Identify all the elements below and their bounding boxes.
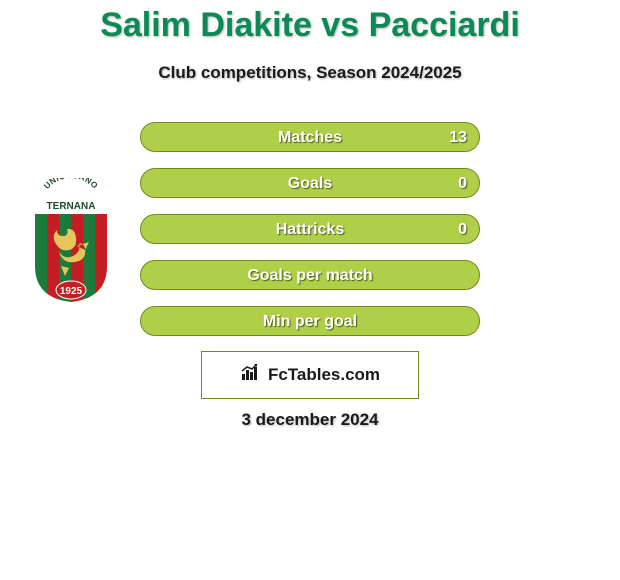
stat-label: Min per goal [141, 307, 479, 337]
attribution-text: FcTables.com [268, 365, 380, 385]
stat-label: Goals [141, 169, 479, 199]
page-title: Salim Diakite vs Pacciardi [0, 0, 620, 45]
player-placeholder-left [8, 124, 113, 152]
club-logo-svg: UNICUSANO TERNANA 1925 [33, 178, 109, 304]
stat-row: Min per goal [140, 306, 480, 336]
stat-value: 0 [458, 215, 467, 245]
svg-text:1925: 1925 [60, 286, 83, 297]
stat-value: 13 [449, 123, 467, 153]
stat-label: Goals per match [141, 261, 479, 291]
stat-row: Hattricks0 [140, 214, 480, 244]
infographic-container: Salim Diakite vs Pacciardi Club competit… [0, 0, 620, 580]
stat-value: 0 [458, 169, 467, 199]
attribution-box: FcTables.com [201, 351, 419, 399]
stat-bars: Matches13Goals0Hattricks0Goals per match… [140, 122, 480, 352]
svg-text:TERNANA: TERNANA [47, 201, 96, 212]
stat-label: Hattricks [141, 215, 479, 245]
page-subtitle: Club competitions, Season 2024/2025 [0, 63, 620, 83]
stat-row: Goals per match [140, 260, 480, 290]
player-placeholder-right-top [488, 124, 593, 152]
date-text: 3 december 2024 [0, 410, 620, 430]
club-logo: UNICUSANO TERNANA 1925 [33, 178, 109, 304]
chart-bars-icon [240, 364, 262, 387]
stat-label: Matches [141, 123, 479, 153]
stat-row: Goals0 [140, 168, 480, 198]
stat-row: Matches13 [140, 122, 480, 152]
player-placeholder-right-bottom [498, 177, 603, 204]
